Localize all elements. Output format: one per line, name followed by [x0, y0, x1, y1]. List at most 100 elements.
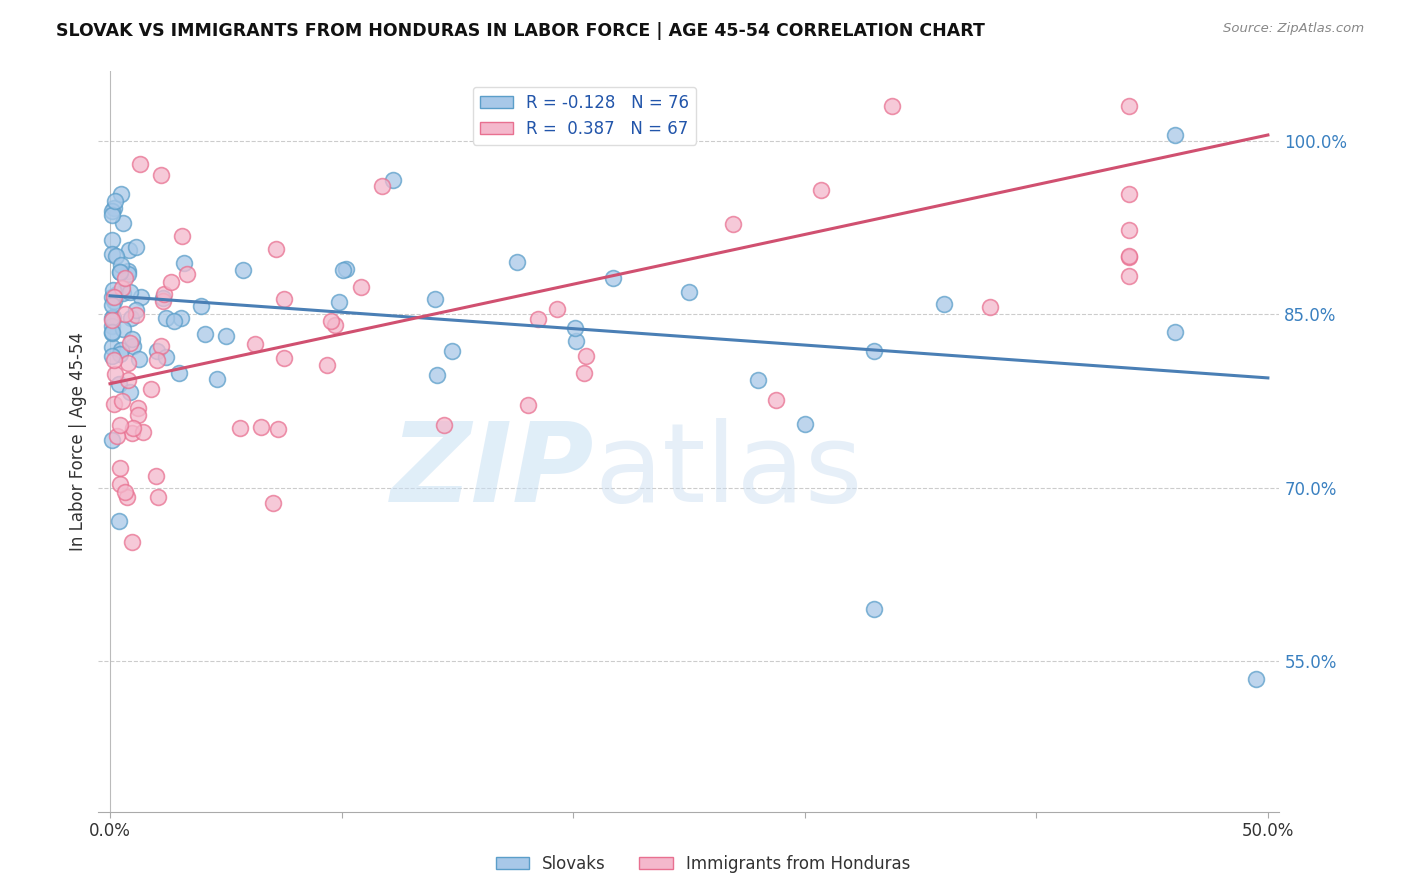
Point [207, 372, 229, 386]
Point [146, 344, 169, 359]
Text: atlas: atlas [595, 417, 863, 524]
Point [125, 239, 148, 253]
Point [575, 349, 598, 363]
Point [150, 339, 173, 353]
Point [103, 310, 125, 324]
Point [114, 307, 136, 321]
Point [565, 334, 588, 348]
Point [117, 356, 139, 370]
Point [118, 385, 141, 400]
Point [105, 428, 128, 442]
Point [793, 417, 815, 432]
Point [104, 368, 127, 382]
Point [101, 434, 124, 448]
Text: Source: ZipAtlas.com: Source: ZipAtlas.com [1223, 22, 1364, 36]
Point [250, 420, 273, 434]
Point [103, 294, 125, 309]
Point [145, 469, 167, 483]
Point [107, 376, 129, 391]
Point [765, 393, 787, 408]
Point [117, 372, 139, 386]
Point [105, 287, 128, 301]
Point [110, 343, 132, 357]
Point [173, 256, 195, 270]
Point [108, 265, 131, 279]
Point [1118, 99, 1140, 113]
Point [127, 401, 149, 415]
Point [678, 285, 700, 300]
Point [115, 491, 138, 505]
Point [153, 286, 176, 301]
Point [117, 263, 139, 277]
Point [139, 382, 162, 396]
Point [121, 534, 143, 549]
Point [335, 262, 357, 277]
Point [128, 351, 150, 366]
Point [104, 194, 127, 209]
Point [152, 291, 174, 305]
Point [112, 322, 135, 336]
Point [747, 373, 769, 387]
Point [155, 350, 177, 364]
Point [602, 271, 624, 285]
Point [121, 332, 143, 346]
Point [506, 255, 529, 269]
Point [371, 179, 394, 194]
Point [152, 294, 174, 309]
Point [103, 290, 125, 304]
Point [262, 496, 284, 510]
Point [440, 343, 463, 358]
Point [103, 201, 125, 215]
Point [382, 173, 405, 187]
Point [103, 283, 125, 297]
Point [232, 262, 254, 277]
Point [273, 292, 295, 306]
Point [114, 485, 136, 500]
Point [118, 335, 141, 350]
Point [101, 325, 124, 339]
Point [1164, 128, 1187, 142]
Point [332, 262, 354, 277]
Point [721, 217, 744, 231]
Point [124, 308, 146, 322]
Point [132, 425, 155, 440]
Point [163, 313, 186, 327]
Point [108, 347, 131, 361]
Legend: Slovaks, Immigrants from Honduras: Slovaks, Immigrants from Honduras [489, 848, 917, 880]
Point [108, 417, 131, 432]
Text: SLOVAK VS IMMIGRANTS FROM HONDURAS IN LABOR FORCE | AGE 45-54 CORRELATION CHART: SLOVAK VS IMMIGRANTS FROM HONDURAS IN LA… [56, 22, 986, 40]
Point [110, 186, 132, 201]
Point [863, 343, 886, 358]
Point [108, 514, 131, 528]
Point [103, 352, 125, 367]
Point [172, 228, 194, 243]
Point [146, 353, 169, 368]
Point [110, 258, 132, 272]
Point [527, 312, 550, 326]
Point [1118, 186, 1140, 201]
Text: ZIP: ZIP [391, 417, 595, 524]
Point [121, 425, 143, 440]
Point [101, 233, 124, 247]
Point [176, 267, 198, 281]
Point [111, 281, 134, 295]
Point [120, 285, 142, 299]
Point [328, 294, 350, 309]
Point [863, 602, 886, 616]
Point [155, 311, 177, 326]
Point [101, 297, 124, 311]
Point [101, 246, 124, 260]
Point [880, 99, 903, 113]
Point [117, 268, 139, 282]
Legend: R = -0.128   N = 76, R =  0.387   N = 67: R = -0.128 N = 76, R = 0.387 N = 67 [472, 87, 696, 145]
Point [129, 290, 152, 304]
Point [101, 313, 124, 327]
Point [267, 422, 290, 436]
Point [122, 421, 145, 435]
Point [190, 299, 212, 313]
Point [1164, 326, 1187, 340]
Point [108, 265, 131, 279]
Point [1118, 222, 1140, 236]
Point [120, 311, 142, 326]
Point [129, 157, 152, 171]
